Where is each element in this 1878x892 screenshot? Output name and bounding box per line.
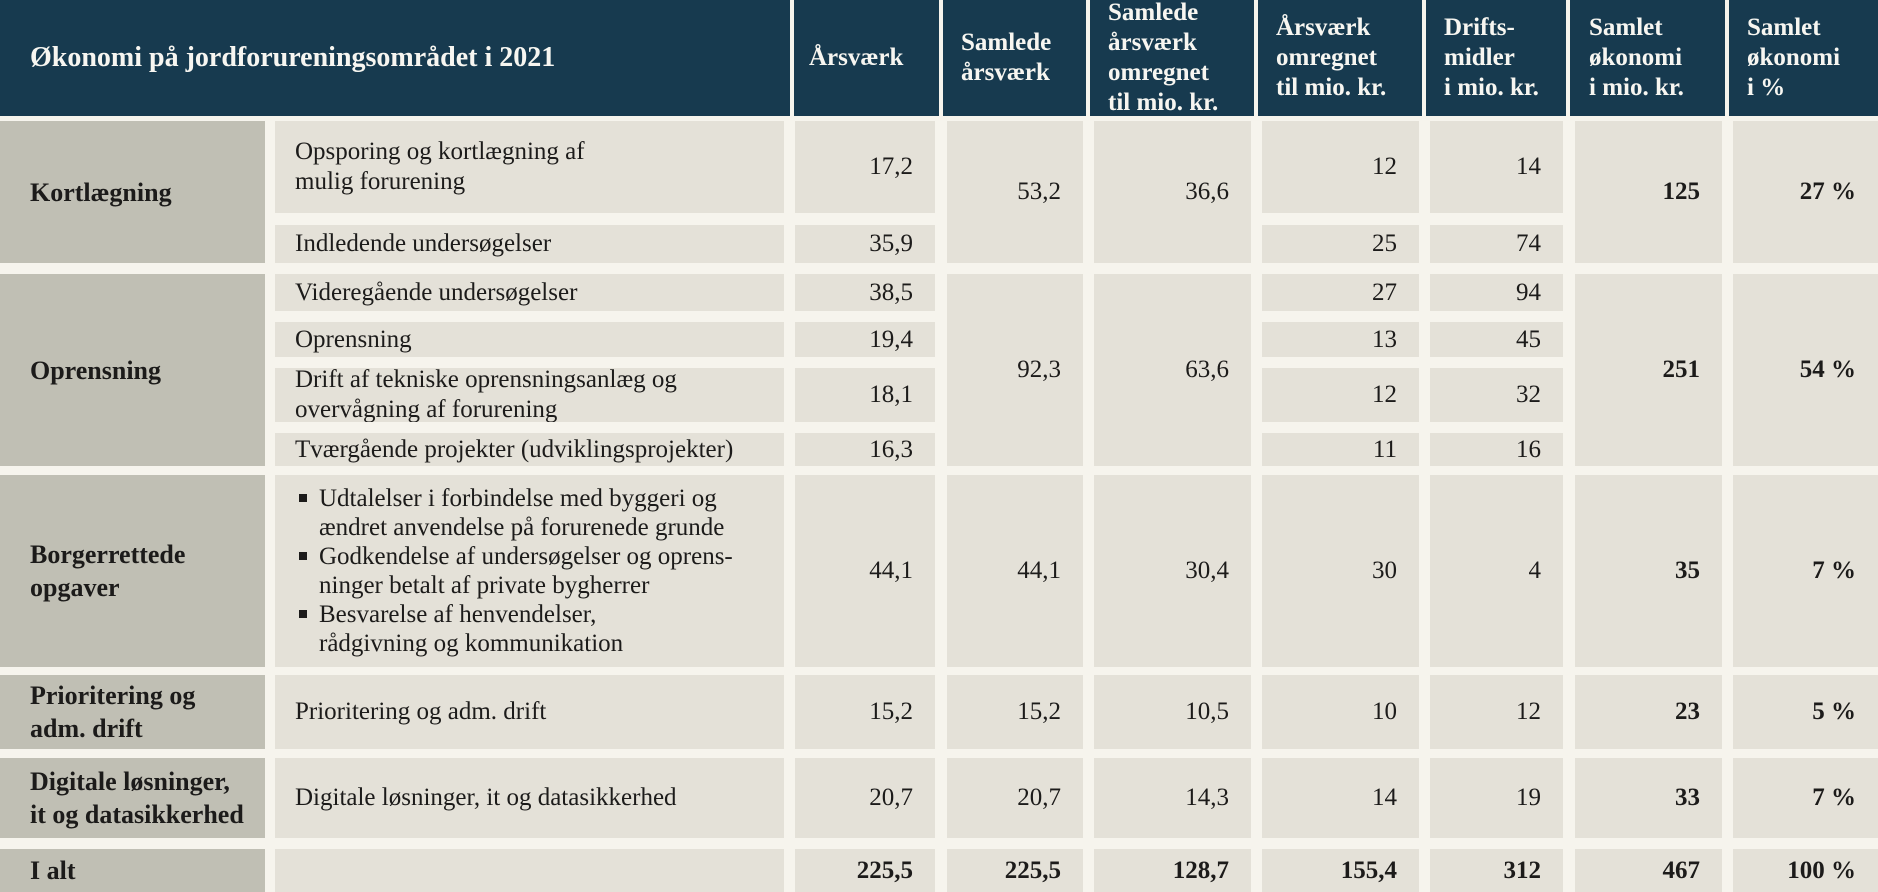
- value-cell-samlet-okonomi: 23: [1575, 675, 1722, 749]
- value-cell-arsvaerk-omregnet: 13: [1262, 322, 1419, 357]
- value-cell-arsvaerk-omregnet: 27: [1262, 274, 1419, 311]
- value-cell-arsvaerk-omregnet: 14: [1262, 758, 1419, 838]
- category-cell-borgerrettede: Borgerrettede opgaver: [0, 475, 265, 667]
- column-header-driftsmidler: Drifts- midler i mio. kr.: [1444, 14, 1539, 101]
- value-cell-samlet-okonomi-pct: 54 %: [1733, 274, 1878, 466]
- value-cell-driftsmidler: 74: [1430, 225, 1563, 263]
- value-cell-arsvaerk: 44,1: [795, 475, 935, 667]
- category-cell-kortlaegning: Kortlægning: [0, 121, 265, 263]
- value-cell-samlet-okonomi: 35: [1575, 475, 1722, 667]
- category-cell-prioritering: Prioritering og adm. drift: [0, 675, 265, 749]
- header-divider: [790, 0, 794, 116]
- value-cell-arsvaerk: 18,1: [795, 368, 935, 422]
- desc-cell: Tværgående projekter (udviklingsprojekte…: [275, 433, 784, 466]
- value-cell-samlede-arsvaerk: 44,1: [947, 475, 1083, 667]
- value-cell-arsvaerk-omregnet: 11: [1262, 433, 1419, 466]
- value-cell-samlede-omregnet: 63,6: [1094, 274, 1251, 466]
- value-cell-driftsmidler: 12: [1430, 675, 1563, 749]
- value-cell-samlede-omregnet: 10,5: [1094, 675, 1251, 749]
- value-cell-arsvaerk-omregnet: 10: [1262, 675, 1419, 749]
- value-cell-samlede-arsvaerk: 20,7: [947, 758, 1083, 838]
- header-divider: [939, 0, 943, 116]
- total-cell-samlet-okonomi-pct: 100 %: [1733, 849, 1878, 892]
- total-cell-arsvaerk: 225,5: [795, 849, 935, 892]
- desc-cell: Digitale løsninger, it og datasikkerhed: [275, 758, 784, 838]
- value-cell-driftsmidler: 94: [1430, 274, 1563, 311]
- value-cell-samlet-okonomi: 125: [1575, 121, 1722, 263]
- empty-cell: [275, 849, 784, 892]
- value-cell-arsvaerk-omregnet: 12: [1262, 368, 1419, 422]
- value-cell-samlede-arsvaerk: 15,2: [947, 675, 1083, 749]
- category-cell-i-alt: I alt: [0, 849, 265, 892]
- header-divider: [1254, 0, 1258, 116]
- value-cell-samlede-arsvaerk: 53,2: [947, 121, 1083, 263]
- bullet-item: Besvarelse af henvendelser, rådgivning o…: [295, 600, 623, 658]
- desc-cell: Indledende undersøgelser: [275, 225, 784, 263]
- column-header-arsvaerk: Årsværk: [809, 44, 904, 71]
- value-cell-samlet-okonomi: 251: [1575, 274, 1722, 466]
- column-header-samlet-okonomi: Samlet økonomi i mio. kr.: [1589, 14, 1684, 101]
- desc-cell: Oprensning: [275, 322, 784, 357]
- column-header-samlede-arsvaerk: Samlede årsværk: [961, 29, 1052, 86]
- value-cell-samlet-okonomi: 33: [1575, 758, 1722, 838]
- value-cell-arsvaerk: 38,5: [795, 274, 935, 311]
- table-header-row: Økonomi på jordforureningsområdet i 2021…: [0, 0, 1878, 116]
- bullet-item: Udtalelser i forbindelse med byggeri og …: [295, 484, 724, 542]
- value-cell-arsvaerk-omregnet: 30: [1262, 475, 1419, 667]
- value-cell-arsvaerk: 17,2: [795, 121, 935, 213]
- value-cell-samlet-okonomi-pct: 7 %: [1733, 475, 1878, 667]
- header-divider: [1422, 0, 1426, 116]
- value-cell-driftsmidler: 32: [1430, 368, 1563, 422]
- value-cell-arsvaerk: 35,9: [795, 225, 935, 263]
- desc-cell: Drift af tekniske oprensningsanlæg og ov…: [275, 368, 784, 422]
- value-cell-arsvaerk: 15,2: [795, 675, 935, 749]
- value-cell-samlede-omregnet: 30,4: [1094, 475, 1251, 667]
- total-cell-samlet-okonomi: 467: [1575, 849, 1722, 892]
- desc-cell: Prioritering og adm. drift: [275, 675, 784, 749]
- value-cell-samlet-okonomi-pct: 7 %: [1733, 758, 1878, 838]
- value-cell-arsvaerk: 16,3: [795, 433, 935, 466]
- column-header-samlede-omregnet: Samlede årsværk omregnet til mio. kr.: [1108, 0, 1219, 116]
- value-cell-driftsmidler: 19: [1430, 758, 1563, 838]
- value-cell-driftsmidler: 45: [1430, 322, 1563, 357]
- value-cell-samlede-omregnet: 14,3: [1094, 758, 1251, 838]
- value-cell-arsvaerk: 20,7: [795, 758, 935, 838]
- category-cell-digitale: Digitale løsninger, it og datasikkerhed: [0, 758, 265, 838]
- bullet-item: Godkendelse af undersøgelser og oprens- …: [295, 542, 733, 600]
- category-cell-oprensning: Oprensning: [0, 274, 265, 466]
- value-cell-samlet-okonomi-pct: 5 %: [1733, 675, 1878, 749]
- value-cell-samlede-arsvaerk: 92,3: [947, 274, 1083, 466]
- total-cell-arsvaerk-omregnet: 155,4: [1262, 849, 1419, 892]
- column-header-samlet-okonomi-pct: Samlet økonomi i %: [1747, 14, 1841, 101]
- header-divider: [1086, 0, 1090, 116]
- total-cell-samlede-arsvaerk: 225,5: [947, 849, 1083, 892]
- desc-cell-bullet-list: Udtalelser i forbindelse med byggeri og …: [275, 475, 784, 667]
- header-divider: [1566, 0, 1570, 116]
- value-cell-driftsmidler: 14: [1430, 121, 1563, 213]
- value-cell-arsvaerk: 19,4: [795, 322, 935, 357]
- total-cell-driftsmidler: 312: [1430, 849, 1563, 892]
- value-cell-samlet-okonomi-pct: 27 %: [1733, 121, 1878, 263]
- value-cell-driftsmidler: 4: [1430, 475, 1563, 667]
- column-header-arsvaerk-omregnet: Årsværk omregnet til mio. kr.: [1276, 14, 1387, 101]
- header-divider: [1725, 0, 1729, 116]
- value-cell-arsvaerk-omregnet: 12: [1262, 121, 1419, 213]
- value-cell-samlede-omregnet: 36,6: [1094, 121, 1251, 263]
- desc-cell: Opsporing og kortlægning af mulig forure…: [275, 121, 784, 213]
- total-cell-samlede-omregnet: 128,7: [1094, 849, 1251, 892]
- table-title: Økonomi på jordforureningsområdet i 2021: [30, 42, 556, 73]
- value-cell-arsvaerk-omregnet: 25: [1262, 225, 1419, 263]
- desc-cell: Videregående undersøgelser: [275, 274, 784, 311]
- value-cell-driftsmidler: 16: [1430, 433, 1563, 466]
